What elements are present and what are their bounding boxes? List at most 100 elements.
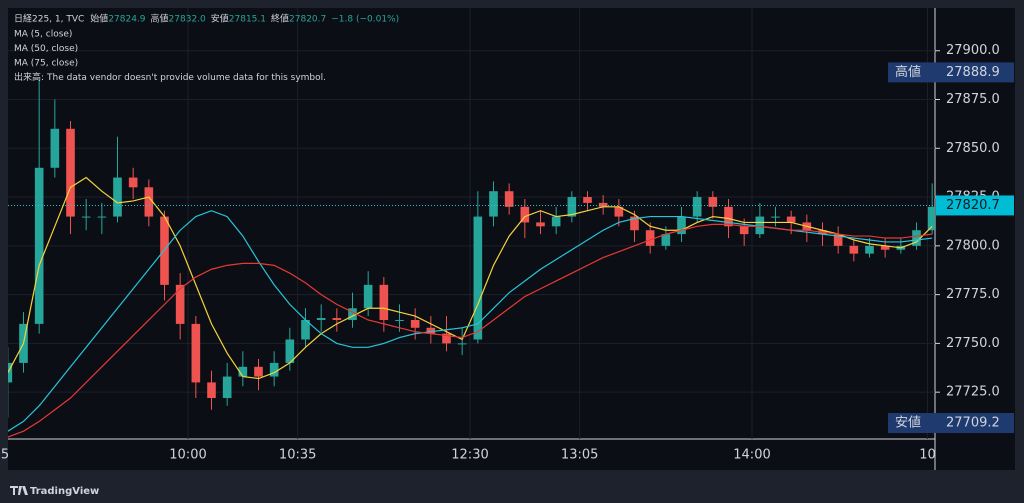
- ohlc-label: 終値: [271, 13, 289, 25]
- ohlc-value: 27820.7: [289, 15, 326, 25]
- candle-body: [50, 128, 60, 168]
- legend-entry: MA (5, close): [14, 30, 72, 40]
- y-tick-label: 27775.0: [946, 287, 1000, 302]
- y-tick-label: 27875.0: [946, 92, 1000, 107]
- candle-body: [771, 216, 780, 218]
- legend-entry: MA (50, close): [14, 44, 78, 54]
- candle-body: [473, 216, 483, 340]
- legend: 日経225, 1, TVC 始値 27824.9 高値 27832.0 安値 27815.1…: [14, 13, 399, 84]
- candle-body: [426, 327, 436, 334]
- candle-body: [238, 366, 248, 377]
- candle-body: [363, 284, 373, 309]
- candle-body: [316, 318, 326, 320]
- candle-body: [865, 245, 874, 254]
- candle-body: [880, 245, 890, 250]
- candle-body: [630, 216, 639, 231]
- candle-body: [912, 230, 921, 246]
- ohlc-value: 27815.1: [229, 15, 266, 25]
- ohlc-label: 高値: [151, 13, 169, 25]
- x-tick-label: 13:05: [561, 448, 598, 463]
- candle-body: [708, 197, 718, 207]
- y-tick-label: 27800.0: [946, 238, 1000, 253]
- candle-body: [536, 222, 545, 227]
- y-tick-label: 27725.0: [946, 385, 1000, 400]
- candle-body: [222, 376, 232, 399]
- y-tick-label: 27900.0: [946, 43, 1000, 58]
- candle-body: [551, 216, 561, 227]
- candle-body: [191, 323, 201, 383]
- candle-body: [661, 234, 671, 246]
- price-mark-value: 27709.2: [946, 416, 1000, 431]
- ohlc-value: 27824.9: [108, 15, 145, 25]
- candle-body: [927, 206, 935, 231]
- candle-body: [645, 230, 655, 246]
- last-price-tag: [936, 195, 1014, 216]
- change: −1.8 (−0.01%): [331, 15, 399, 25]
- legend-entry: MA (75, close): [14, 59, 78, 69]
- candle-body: [614, 206, 624, 217]
- candle-body: [144, 187, 154, 217]
- candle-body: [269, 362, 279, 377]
- ma-line: [8, 176, 933, 380]
- candle-body: [410, 319, 420, 328]
- candle-body: [489, 191, 498, 217]
- x-tick-label: 12:30: [451, 448, 488, 463]
- candle-body: [34, 167, 44, 324]
- x-tick-label: 14:00: [733, 448, 770, 463]
- ohlc-label: 始値: [90, 13, 108, 25]
- candle-body: [254, 366, 263, 377]
- volume-note: The data vendor doesn't provide volume d…: [46, 73, 326, 83]
- candle-body: [677, 216, 686, 235]
- candle-body: [583, 197, 592, 203]
- price-mark-value: 27888.9: [946, 65, 1000, 80]
- candle-body: [692, 197, 702, 217]
- candle-body: [786, 216, 796, 223]
- candle-body: [598, 202, 608, 207]
- candle-body: [332, 318, 342, 320]
- candle-body: [457, 343, 467, 345]
- candle-body: [833, 234, 843, 246]
- candle-body: [567, 197, 577, 217]
- x-tick-label: 5: [1, 448, 9, 463]
- x-tick-label: 10:35: [279, 448, 316, 463]
- candle-body: [160, 216, 169, 285]
- candle-body: [128, 177, 138, 188]
- candle-body: [442, 333, 451, 344]
- x-tick-label: 10: [919, 448, 936, 463]
- ohlc-label: 安値: [211, 13, 229, 25]
- volume-label: 出来高:: [14, 71, 44, 83]
- candle-body: [379, 284, 389, 320]
- price-mark-tag: [888, 62, 1014, 83]
- candle-body: [301, 319, 310, 340]
- candle-body: [66, 128, 75, 217]
- brand-name: TradingView: [30, 486, 99, 497]
- candle-body: [849, 245, 859, 254]
- candle-body: [113, 177, 122, 217]
- brand: TradingView: [10, 486, 99, 497]
- candle-body: [175, 284, 185, 324]
- ma-line: [8, 223, 933, 438]
- x-tick-label: 10:00: [169, 448, 206, 463]
- price-mark-name: 高値: [895, 64, 921, 80]
- y-tick-label: 27750.0: [946, 336, 1000, 351]
- candle-body: [207, 382, 216, 399]
- last-price-label: 27820.7: [946, 198, 1000, 213]
- candle-body: [348, 308, 357, 320]
- candle-body: [520, 206, 530, 223]
- ohlc-value: 27832.0: [169, 15, 206, 25]
- price-mark-name: 安値: [895, 415, 921, 431]
- symbol: 日経225, 1, TVC: [14, 13, 84, 25]
- price-mark-tag: [888, 413, 1014, 434]
- y-tick-label: 27850.0: [946, 141, 1000, 156]
- candle-body: [81, 216, 91, 218]
- candle-body: [724, 206, 733, 227]
- candle-body: [739, 226, 749, 235]
- candle-body: [504, 191, 514, 207]
- candle-body: [97, 216, 107, 218]
- candle-body: [755, 216, 765, 235]
- candle-body: [285, 339, 295, 363]
- candle-body: [8, 362, 13, 383]
- candle-body: [395, 319, 404, 321]
